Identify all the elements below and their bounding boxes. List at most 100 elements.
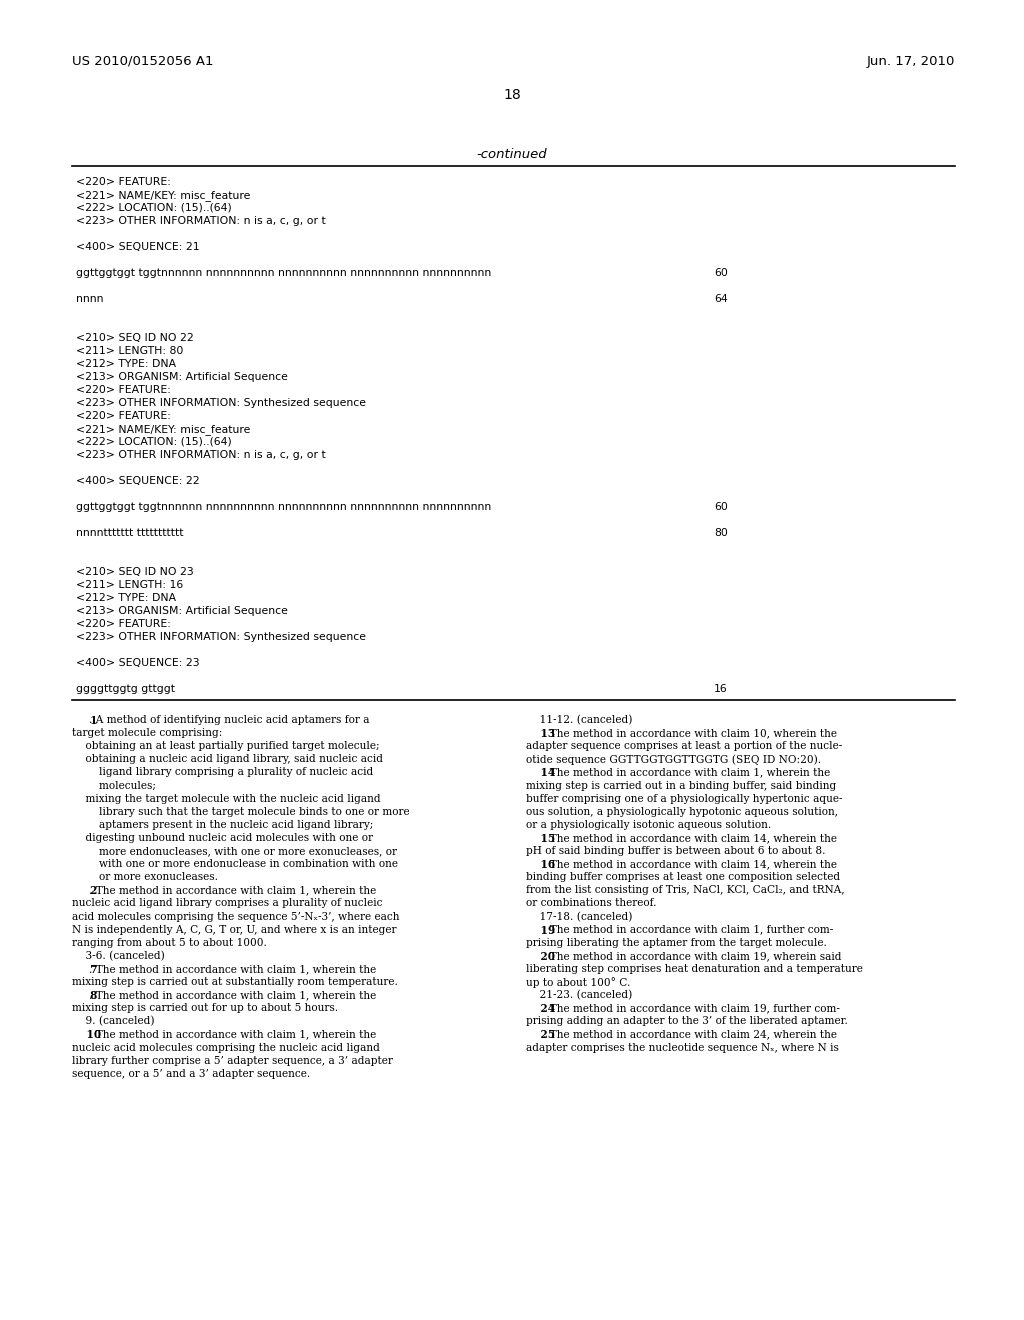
Text: buffer comprising one of a physiologically hypertonic aque-: buffer comprising one of a physiological…	[526, 793, 843, 804]
Text: 13: 13	[526, 729, 555, 739]
Text: <223> OTHER INFORMATION: Synthesized sequence: <223> OTHER INFORMATION: Synthesized seq…	[76, 632, 366, 642]
Text: digesting unbound nucleic acid molecules with one or: digesting unbound nucleic acid molecules…	[72, 833, 373, 843]
Text: 18: 18	[503, 88, 521, 102]
Text: adapter sequence comprises at least a portion of the nucle-: adapter sequence comprises at least a po…	[526, 742, 843, 751]
Text: 20: 20	[526, 950, 555, 962]
Text: <222> LOCATION: (15)..(64): <222> LOCATION: (15)..(64)	[76, 203, 231, 213]
Text: mixing step is carried out in a binding buffer, said binding: mixing step is carried out in a binding …	[526, 780, 837, 791]
Text: or combinations thereof.: or combinations thereof.	[526, 899, 656, 908]
Text: target molecule comprising:: target molecule comprising:	[72, 729, 222, 738]
Text: 16: 16	[715, 684, 728, 694]
Text: 2: 2	[72, 886, 97, 896]
Text: library such that the target molecule binds to one or more: library such that the target molecule bi…	[72, 807, 410, 817]
Text: Jun. 17, 2010: Jun. 17, 2010	[866, 55, 955, 69]
Text: <212> TYPE: DNA: <212> TYPE: DNA	[76, 359, 176, 370]
Text: <212> TYPE: DNA: <212> TYPE: DNA	[76, 593, 176, 603]
Text: 7: 7	[72, 964, 97, 975]
Text: <220> FEATURE:: <220> FEATURE:	[76, 177, 171, 187]
Text: nucleic acid molecules comprising the nucleic acid ligand: nucleic acid molecules comprising the nu…	[72, 1043, 380, 1052]
Text: obtaining an at least partially purified target molecule;: obtaining an at least partially purified…	[72, 742, 380, 751]
Text: library further comprise a 5’ adapter sequence, a 3’ adapter: library further comprise a 5’ adapter se…	[72, 1056, 393, 1065]
Text: 8: 8	[72, 990, 97, 1001]
Text: . The method in accordance with claim 14, wherein the: . The method in accordance with claim 14…	[543, 859, 837, 869]
Text: ggttggtggt tggtnnnnnn nnnnnnnnnn nnnnnnnnnn nnnnnnnnnn nnnnnnnnnn: ggttggtggt tggtnnnnnn nnnnnnnnnn nnnnnnn…	[76, 268, 492, 279]
Text: <221> NAME/KEY: misc_feature: <221> NAME/KEY: misc_feature	[76, 424, 251, 434]
Text: liberating step comprises heat denaturation and a temperature: liberating step comprises heat denaturat…	[526, 964, 863, 974]
Text: molecules;: molecules;	[72, 780, 156, 791]
Text: nnnnttttttt ttttttttttt: nnnnttttttt ttttttttttt	[76, 528, 183, 539]
Text: nucleic acid ligand library comprises a plurality of nucleic: nucleic acid ligand library comprises a …	[72, 899, 383, 908]
Text: 64: 64	[715, 294, 728, 304]
Text: . A method of identifying nucleic acid aptamers for a: . A method of identifying nucleic acid a…	[89, 715, 370, 725]
Text: 60: 60	[714, 502, 728, 512]
Text: 3-6. (canceled): 3-6. (canceled)	[72, 950, 165, 961]
Text: 1: 1	[72, 715, 97, 726]
Text: 16: 16	[526, 859, 555, 870]
Text: otide sequence GGTTGGTGGTTGGTG (SEQ ID NO:20).: otide sequence GGTTGGTGGTTGGTG (SEQ ID N…	[526, 754, 821, 764]
Text: . The method in accordance with claim 1, wherein the: . The method in accordance with claim 1,…	[89, 886, 377, 895]
Text: . The method in accordance with claim 19, wherein said: . The method in accordance with claim 19…	[543, 950, 842, 961]
Text: 10: 10	[72, 1030, 101, 1040]
Text: adapter comprises the nucleotide sequence Nₓ, where N is: adapter comprises the nucleotide sequenc…	[526, 1043, 839, 1052]
Text: ranging from about 5 to about 1000.: ranging from about 5 to about 1000.	[72, 937, 267, 948]
Text: 15: 15	[526, 833, 555, 843]
Text: obtaining a nucleic acid ligand library, said nucleic acid: obtaining a nucleic acid ligand library,…	[72, 754, 383, 764]
Text: ous solution, a physiologically hypotonic aqueous solution,: ous solution, a physiologically hypotoni…	[526, 807, 838, 817]
Text: prising adding an adapter to the 3’ of the liberated aptamer.: prising adding an adapter to the 3’ of t…	[526, 1016, 848, 1027]
Text: 14: 14	[526, 767, 555, 779]
Text: <223> OTHER INFORMATION: Synthesized sequence: <223> OTHER INFORMATION: Synthesized seq…	[76, 399, 366, 408]
Text: . The method in accordance with claim 19, further com-: . The method in accordance with claim 19…	[543, 1003, 840, 1014]
Text: <210> SEQ ID NO 22: <210> SEQ ID NO 22	[76, 333, 194, 343]
Text: or a physiologically isotonic aqueous solution.: or a physiologically isotonic aqueous so…	[526, 820, 771, 830]
Text: . The method in accordance with claim 1, wherein the: . The method in accordance with claim 1,…	[89, 964, 377, 974]
Text: or more exonucleases.: or more exonucleases.	[72, 873, 218, 882]
Text: 17-18. (canceled): 17-18. (canceled)	[526, 912, 633, 921]
Text: <213> ORGANISM: Artificial Sequence: <213> ORGANISM: Artificial Sequence	[76, 606, 288, 616]
Text: 25: 25	[526, 1030, 555, 1040]
Text: 21-23. (canceled): 21-23. (canceled)	[526, 990, 632, 1001]
Text: <213> ORGANISM: Artificial Sequence: <213> ORGANISM: Artificial Sequence	[76, 372, 288, 381]
Text: more endonucleases, with one or more exonucleases, or: more endonucleases, with one or more exo…	[72, 846, 397, 855]
Text: N is independently A, C, G, T or, U, and where x is an integer: N is independently A, C, G, T or, U, and…	[72, 924, 396, 935]
Text: mixing step is carried out for up to about 5 hours.: mixing step is carried out for up to abo…	[72, 1003, 338, 1014]
Text: <210> SEQ ID NO 23: <210> SEQ ID NO 23	[76, 568, 194, 577]
Text: ligand library comprising a plurality of nucleic acid: ligand library comprising a plurality of…	[72, 767, 374, 777]
Text: sequence, or a 5’ and a 3’ adapter sequence.: sequence, or a 5’ and a 3’ adapter seque…	[72, 1069, 310, 1078]
Text: ggttggtggt tggtnnnnnn nnnnnnnnnn nnnnnnnnnn nnnnnnnnnn nnnnnnnnnn: ggttggtggt tggtnnnnnn nnnnnnnnnn nnnnnnn…	[76, 502, 492, 512]
Text: -continued: -continued	[477, 148, 547, 161]
Text: . The method in accordance with claim 1, wherein the: . The method in accordance with claim 1,…	[89, 1030, 377, 1039]
Text: ggggttggtg gttggt: ggggttggtg gttggt	[76, 684, 175, 694]
Text: <223> OTHER INFORMATION: n is a, c, g, or t: <223> OTHER INFORMATION: n is a, c, g, o…	[76, 216, 326, 226]
Text: 80: 80	[714, 528, 728, 539]
Text: <220> FEATURE:: <220> FEATURE:	[76, 385, 171, 395]
Text: <222> LOCATION: (15)..(64): <222> LOCATION: (15)..(64)	[76, 437, 231, 447]
Text: <223> OTHER INFORMATION: n is a, c, g, or t: <223> OTHER INFORMATION: n is a, c, g, o…	[76, 450, 326, 459]
Text: <211> LENGTH: 16: <211> LENGTH: 16	[76, 579, 183, 590]
Text: . The method in accordance with claim 24, wherein the: . The method in accordance with claim 24…	[543, 1030, 837, 1039]
Text: <221> NAME/KEY: misc_feature: <221> NAME/KEY: misc_feature	[76, 190, 251, 201]
Text: acid molecules comprising the sequence 5’-Nₓ-3’, where each: acid molecules comprising the sequence 5…	[72, 912, 399, 921]
Text: . The method in accordance with claim 1, wherein the: . The method in accordance with claim 1,…	[543, 767, 830, 777]
Text: <400> SEQUENCE: 23: <400> SEQUENCE: 23	[76, 657, 200, 668]
Text: . The method in accordance with claim 14, wherein the: . The method in accordance with claim 14…	[543, 833, 837, 843]
Text: aptamers present in the nucleic acid ligand library;: aptamers present in the nucleic acid lig…	[72, 820, 374, 830]
Text: US 2010/0152056 A1: US 2010/0152056 A1	[72, 55, 213, 69]
Text: . The method in accordance with claim 10, wherein the: . The method in accordance with claim 10…	[543, 729, 837, 738]
Text: mixing step is carried out at substantially room temperature.: mixing step is carried out at substantia…	[72, 977, 398, 987]
Text: 19: 19	[526, 924, 555, 936]
Text: <400> SEQUENCE: 21: <400> SEQUENCE: 21	[76, 242, 200, 252]
Text: . The method in accordance with claim 1, further com-: . The method in accordance with claim 1,…	[543, 924, 834, 935]
Text: <220> FEATURE:: <220> FEATURE:	[76, 411, 171, 421]
Text: binding buffer comprises at least one composition selected: binding buffer comprises at least one co…	[526, 873, 840, 882]
Text: <220> FEATURE:: <220> FEATURE:	[76, 619, 171, 630]
Text: with one or more endonuclease in combination with one: with one or more endonuclease in combina…	[72, 859, 398, 869]
Text: 60: 60	[714, 268, 728, 279]
Text: 9. (canceled): 9. (canceled)	[72, 1016, 155, 1027]
Text: mixing the target molecule with the nucleic acid ligand: mixing the target molecule with the nucl…	[72, 793, 381, 804]
Text: <211> LENGTH: 80: <211> LENGTH: 80	[76, 346, 183, 356]
Text: pH of said binding buffer is between about 6 to about 8.: pH of said binding buffer is between abo…	[526, 846, 825, 855]
Text: 11-12. (canceled): 11-12. (canceled)	[526, 715, 633, 725]
Text: . The method in accordance with claim 1, wherein the: . The method in accordance with claim 1,…	[89, 990, 377, 1001]
Text: 24: 24	[526, 1003, 555, 1014]
Text: prising liberating the aptamer from the target molecule.: prising liberating the aptamer from the …	[526, 937, 826, 948]
